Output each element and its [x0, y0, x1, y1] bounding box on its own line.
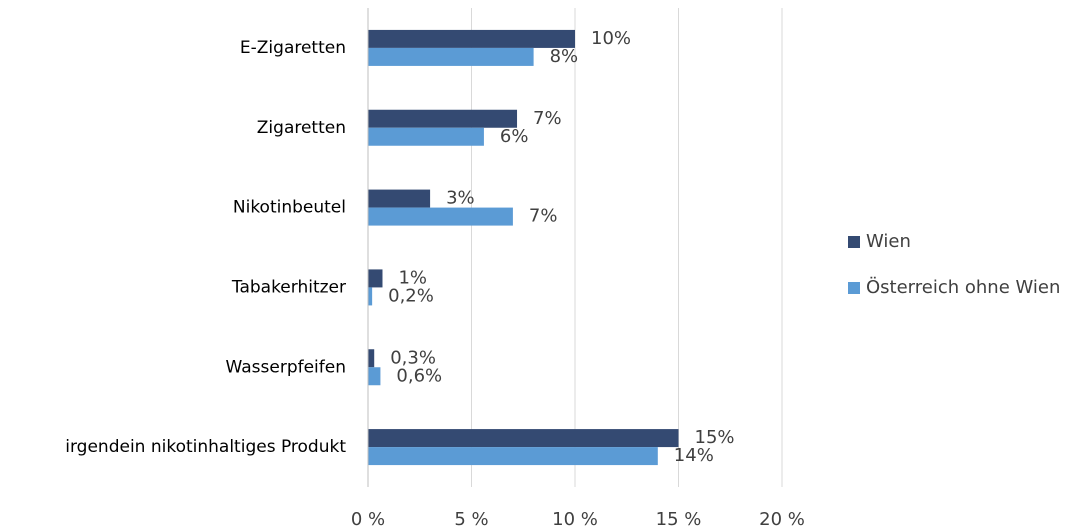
legend-label: Österreich ohne Wien	[866, 276, 1060, 298]
x-tick-label: 10 %	[552, 509, 598, 530]
data-label: 0,3%	[390, 347, 436, 368]
x-tick-label: 5 %	[454, 509, 488, 530]
y-tick-label: E-Zigaretten	[240, 38, 346, 58]
bar	[368, 287, 373, 306]
bar	[368, 47, 534, 66]
bar	[368, 429, 679, 448]
bar	[368, 29, 575, 48]
bar	[368, 127, 484, 146]
bar	[368, 109, 518, 128]
data-label: 15%	[695, 427, 735, 448]
legend-label: Wien	[866, 231, 911, 252]
y-tick-label: Zigaretten	[257, 118, 346, 138]
bar	[368, 189, 431, 208]
x-tick-label: 0 %	[351, 509, 385, 530]
bar	[368, 447, 658, 466]
data-label: 14%	[674, 445, 714, 466]
bar	[368, 367, 381, 386]
data-label: 6%	[500, 126, 529, 147]
bar	[368, 207, 513, 226]
data-label: 7%	[533, 108, 562, 129]
data-label: 10%	[591, 28, 631, 49]
x-tick-label: 15 %	[656, 509, 702, 530]
y-tick-label: irgendein nikotinhaltiges Produkt	[65, 437, 346, 457]
data-label: 0,2%	[388, 285, 434, 306]
data-label: 3%	[446, 188, 475, 209]
legend-swatch	[848, 282, 860, 294]
y-tick-label: Tabakerhitzer	[231, 277, 346, 297]
data-label: 1%	[398, 267, 427, 288]
bar	[368, 269, 383, 288]
data-label: 0,6%	[396, 365, 442, 386]
y-tick-label: Wasserpfeifen	[226, 357, 346, 377]
bar	[368, 349, 375, 368]
x-tick-label: 20 %	[759, 509, 805, 530]
data-label: 7%	[529, 206, 558, 227]
data-label: 8%	[550, 46, 579, 67]
legend-swatch	[848, 236, 860, 248]
y-tick-label: Nikotinbeutel	[233, 198, 346, 218]
